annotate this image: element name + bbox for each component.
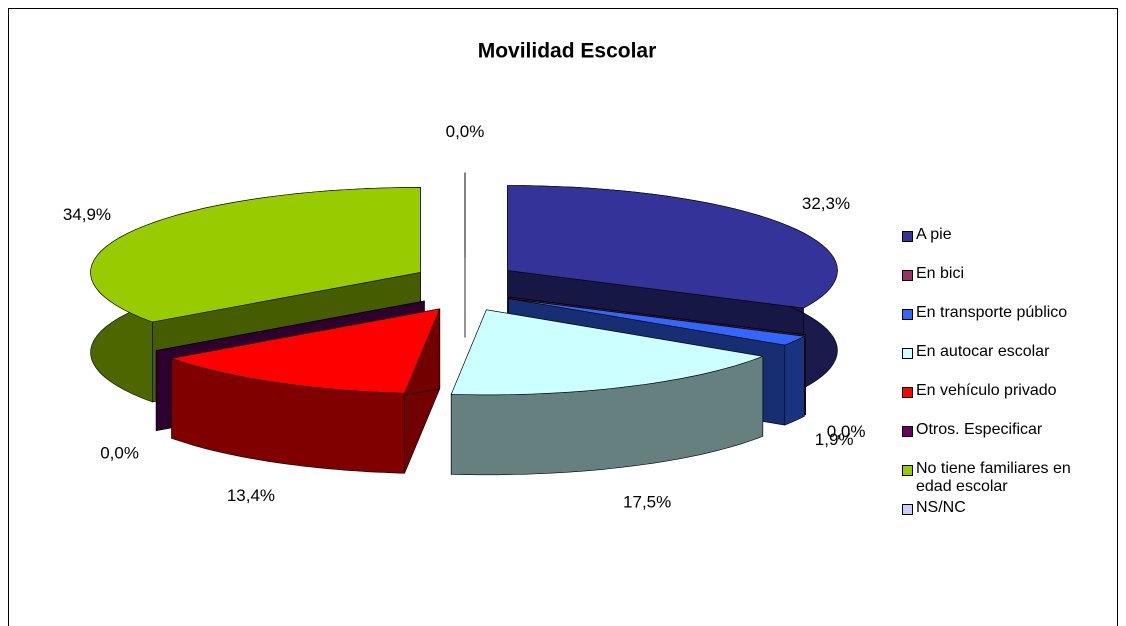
legend-item: En transporte público: [902, 304, 1102, 343]
slice-top: [170, 308, 441, 394]
data-label: 13,4%: [227, 486, 275, 505]
legend-label: En vehículo privado: [916, 382, 1057, 399]
legend-swatch: [902, 426, 913, 437]
slice-top: [156, 300, 425, 351]
legend-item: En autocar escolar: [902, 343, 1102, 382]
pie-slice: [450, 309, 764, 476]
data-label: 32,3%: [802, 194, 850, 213]
slice-top: [507, 185, 838, 309]
legend-item: A pie: [902, 226, 1102, 265]
pie-slice: [170, 308, 441, 474]
data-label: 1,9%: [815, 430, 854, 449]
legend-swatch: [902, 309, 913, 320]
data-label: 34,9%: [63, 205, 111, 224]
slice-top: [508, 298, 806, 346]
legend-swatch: [902, 504, 913, 515]
legend: A pie En bici En transporte público En auto…: [902, 226, 1102, 538]
legend-label: No tiene familiares en edad escolar: [916, 460, 1071, 495]
legend-swatch: [902, 270, 913, 281]
legend-label: En autocar escolar: [916, 343, 1050, 360]
chart-title: Movilidad Escolar: [478, 40, 657, 63]
legend-swatch: [902, 231, 913, 242]
slice-top: [450, 309, 764, 396]
legend-label: Otros. Especificar: [916, 421, 1043, 438]
legend-label: En transporte público: [916, 304, 1068, 321]
legend-label: En bici: [916, 265, 965, 282]
legend-swatch: [902, 348, 913, 359]
legend-label: NS/NC: [916, 499, 966, 516]
slice-top: [509, 296, 806, 336]
data-label: 0,0%: [827, 422, 866, 441]
legend-item: En vehículo privado: [902, 382, 1102, 421]
legend-item: Otros. Especificar: [902, 421, 1102, 460]
legend-swatch: [902, 465, 913, 476]
data-label: 17,5%: [623, 492, 671, 511]
data-label: 0,0%: [446, 122, 485, 141]
legend-item: En bici: [902, 265, 1102, 304]
legend-swatch: [902, 387, 913, 398]
legend-item: NS/NC: [902, 499, 1102, 538]
legend-label: A pie: [916, 226, 952, 243]
legend-item: No tiene familiares en edad escolar: [902, 460, 1102, 499]
data-label: 0,0%: [100, 443, 139, 462]
slice-top: [90, 187, 421, 323]
slice-side: [784, 335, 805, 426]
